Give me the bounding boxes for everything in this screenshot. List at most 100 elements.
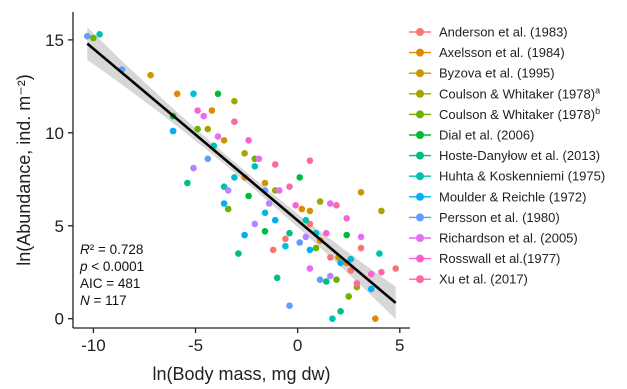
legend-key-dot — [416, 131, 424, 139]
legend-key-dot — [416, 28, 424, 36]
regression-line-layer — [86, 42, 397, 304]
legend-label: Coulson & Whitaker (1978)a — [439, 85, 600, 101]
data-point — [312, 244, 320, 252]
legend-item: Coulson & Whitaker (1978)a — [409, 85, 600, 101]
data-point — [327, 200, 334, 207]
model-stat: AIC = 481 — [80, 276, 140, 291]
data-point — [241, 150, 248, 157]
legend-label: Byzova et al. (1995) — [439, 66, 555, 81]
legend-item: Moulder & Reichle (1972) — [409, 189, 586, 204]
model-stat: N = 117 — [80, 293, 127, 308]
legend-label: Dial et al. (2006) — [439, 128, 534, 143]
model-statistics: R² = 0.728 p < 0.0001 AIC = 481 N = 117 — [79, 242, 144, 308]
legend-item: Anderson et al. (1983) — [409, 25, 568, 40]
data-point — [282, 242, 289, 250]
data-point — [96, 31, 103, 38]
data-point — [329, 315, 336, 323]
data-point — [306, 246, 314, 254]
legend-item: Coulson & Whitaker (1978)b — [409, 106, 600, 122]
data-point — [296, 239, 304, 246]
data-point — [286, 302, 293, 310]
data-point — [282, 235, 289, 243]
legend-label: Coulson & Whitaker (1978)b — [439, 106, 600, 122]
data-point — [376, 250, 383, 257]
legend-label: Rosswall et al.(1977) — [439, 251, 560, 266]
data-point — [343, 215, 351, 222]
data-point — [169, 127, 177, 135]
data-point — [292, 202, 299, 209]
legend-item: Rosswall et al.(1977) — [409, 251, 560, 266]
data-point — [378, 207, 385, 215]
data-point — [306, 207, 314, 215]
data-point — [327, 272, 334, 280]
data-point — [298, 205, 306, 213]
data-point — [261, 228, 269, 235]
legend-key-dot — [416, 234, 424, 242]
y-tick-label: 10 — [45, 124, 64, 143]
data-point — [231, 97, 238, 105]
data-point — [357, 244, 365, 252]
axes: -10 -5 0 5 0 5 10 15 ln(Body mass, mg dw) ln(Abun… — [14, 12, 410, 384]
data-point — [190, 164, 197, 172]
data-point — [200, 112, 207, 120]
data-points-layer — [84, 31, 400, 323]
model-stat: R² = 0.728 — [80, 242, 143, 257]
data-point — [173, 90, 181, 98]
data-point — [286, 183, 293, 190]
data-point — [220, 200, 228, 207]
y-tick-label: 15 — [45, 31, 64, 50]
data-point — [255, 155, 263, 163]
legend-key-dot — [416, 254, 424, 263]
data-point — [251, 163, 259, 170]
y-tick-label: 5 — [55, 217, 64, 236]
legend-key-dot — [416, 48, 424, 57]
data-point — [316, 198, 324, 205]
y-tick-label: 0 — [55, 310, 64, 329]
data-point — [333, 202, 340, 209]
data-point — [367, 270, 375, 278]
data-point — [147, 71, 154, 79]
data-point — [208, 107, 216, 114]
data-point — [261, 209, 269, 217]
legend-key-dot — [416, 110, 424, 119]
data-point — [337, 308, 344, 315]
data-point — [214, 90, 222, 98]
data-point — [224, 205, 232, 213]
data-point — [333, 276, 340, 284]
data-point — [245, 137, 252, 144]
data-point — [214, 133, 222, 140]
legend-key-dot — [416, 69, 424, 78]
legend-key-dot — [416, 172, 424, 181]
legend-item: Persson et al. (1980) — [409, 210, 560, 225]
data-point — [357, 189, 365, 196]
x-axis-title: ln(Body mass, mg dw) — [152, 364, 330, 384]
data-point — [265, 200, 273, 207]
x-tick-label: -5 — [188, 336, 203, 355]
data-point — [245, 192, 252, 200]
legend-item: Axelsson et al. (1984) — [409, 45, 565, 60]
x-tick-label: 0 — [293, 336, 302, 355]
data-point — [231, 174, 238, 181]
legend-key-dot — [416, 275, 424, 284]
data-point — [90, 34, 97, 42]
legend-item: Huhta & Koskenniemi (1975) — [409, 169, 605, 184]
x-tick-label: 5 — [395, 336, 404, 355]
data-point — [327, 254, 334, 261]
data-point — [194, 125, 201, 133]
data-point — [323, 229, 330, 237]
data-point — [271, 216, 279, 224]
legend-label: Huhta & Koskenniemi (1975) — [439, 169, 605, 184]
model-stat: p < 0.0001 — [79, 259, 144, 274]
data-point — [367, 285, 375, 293]
data-point — [306, 265, 314, 272]
legend-label: Persson et al. (1980) — [439, 210, 560, 225]
data-point — [251, 220, 259, 228]
x-tick-label: -10 — [81, 336, 106, 355]
legend-item: Byzova et al. (1995) — [409, 66, 555, 81]
data-point — [204, 155, 212, 163]
data-point — [296, 174, 304, 181]
data-point — [194, 107, 201, 114]
data-point — [235, 250, 242, 257]
regression-line — [86, 42, 397, 304]
legend: Anderson et al. (1983) Axelsson et al. (1… — [409, 25, 605, 287]
